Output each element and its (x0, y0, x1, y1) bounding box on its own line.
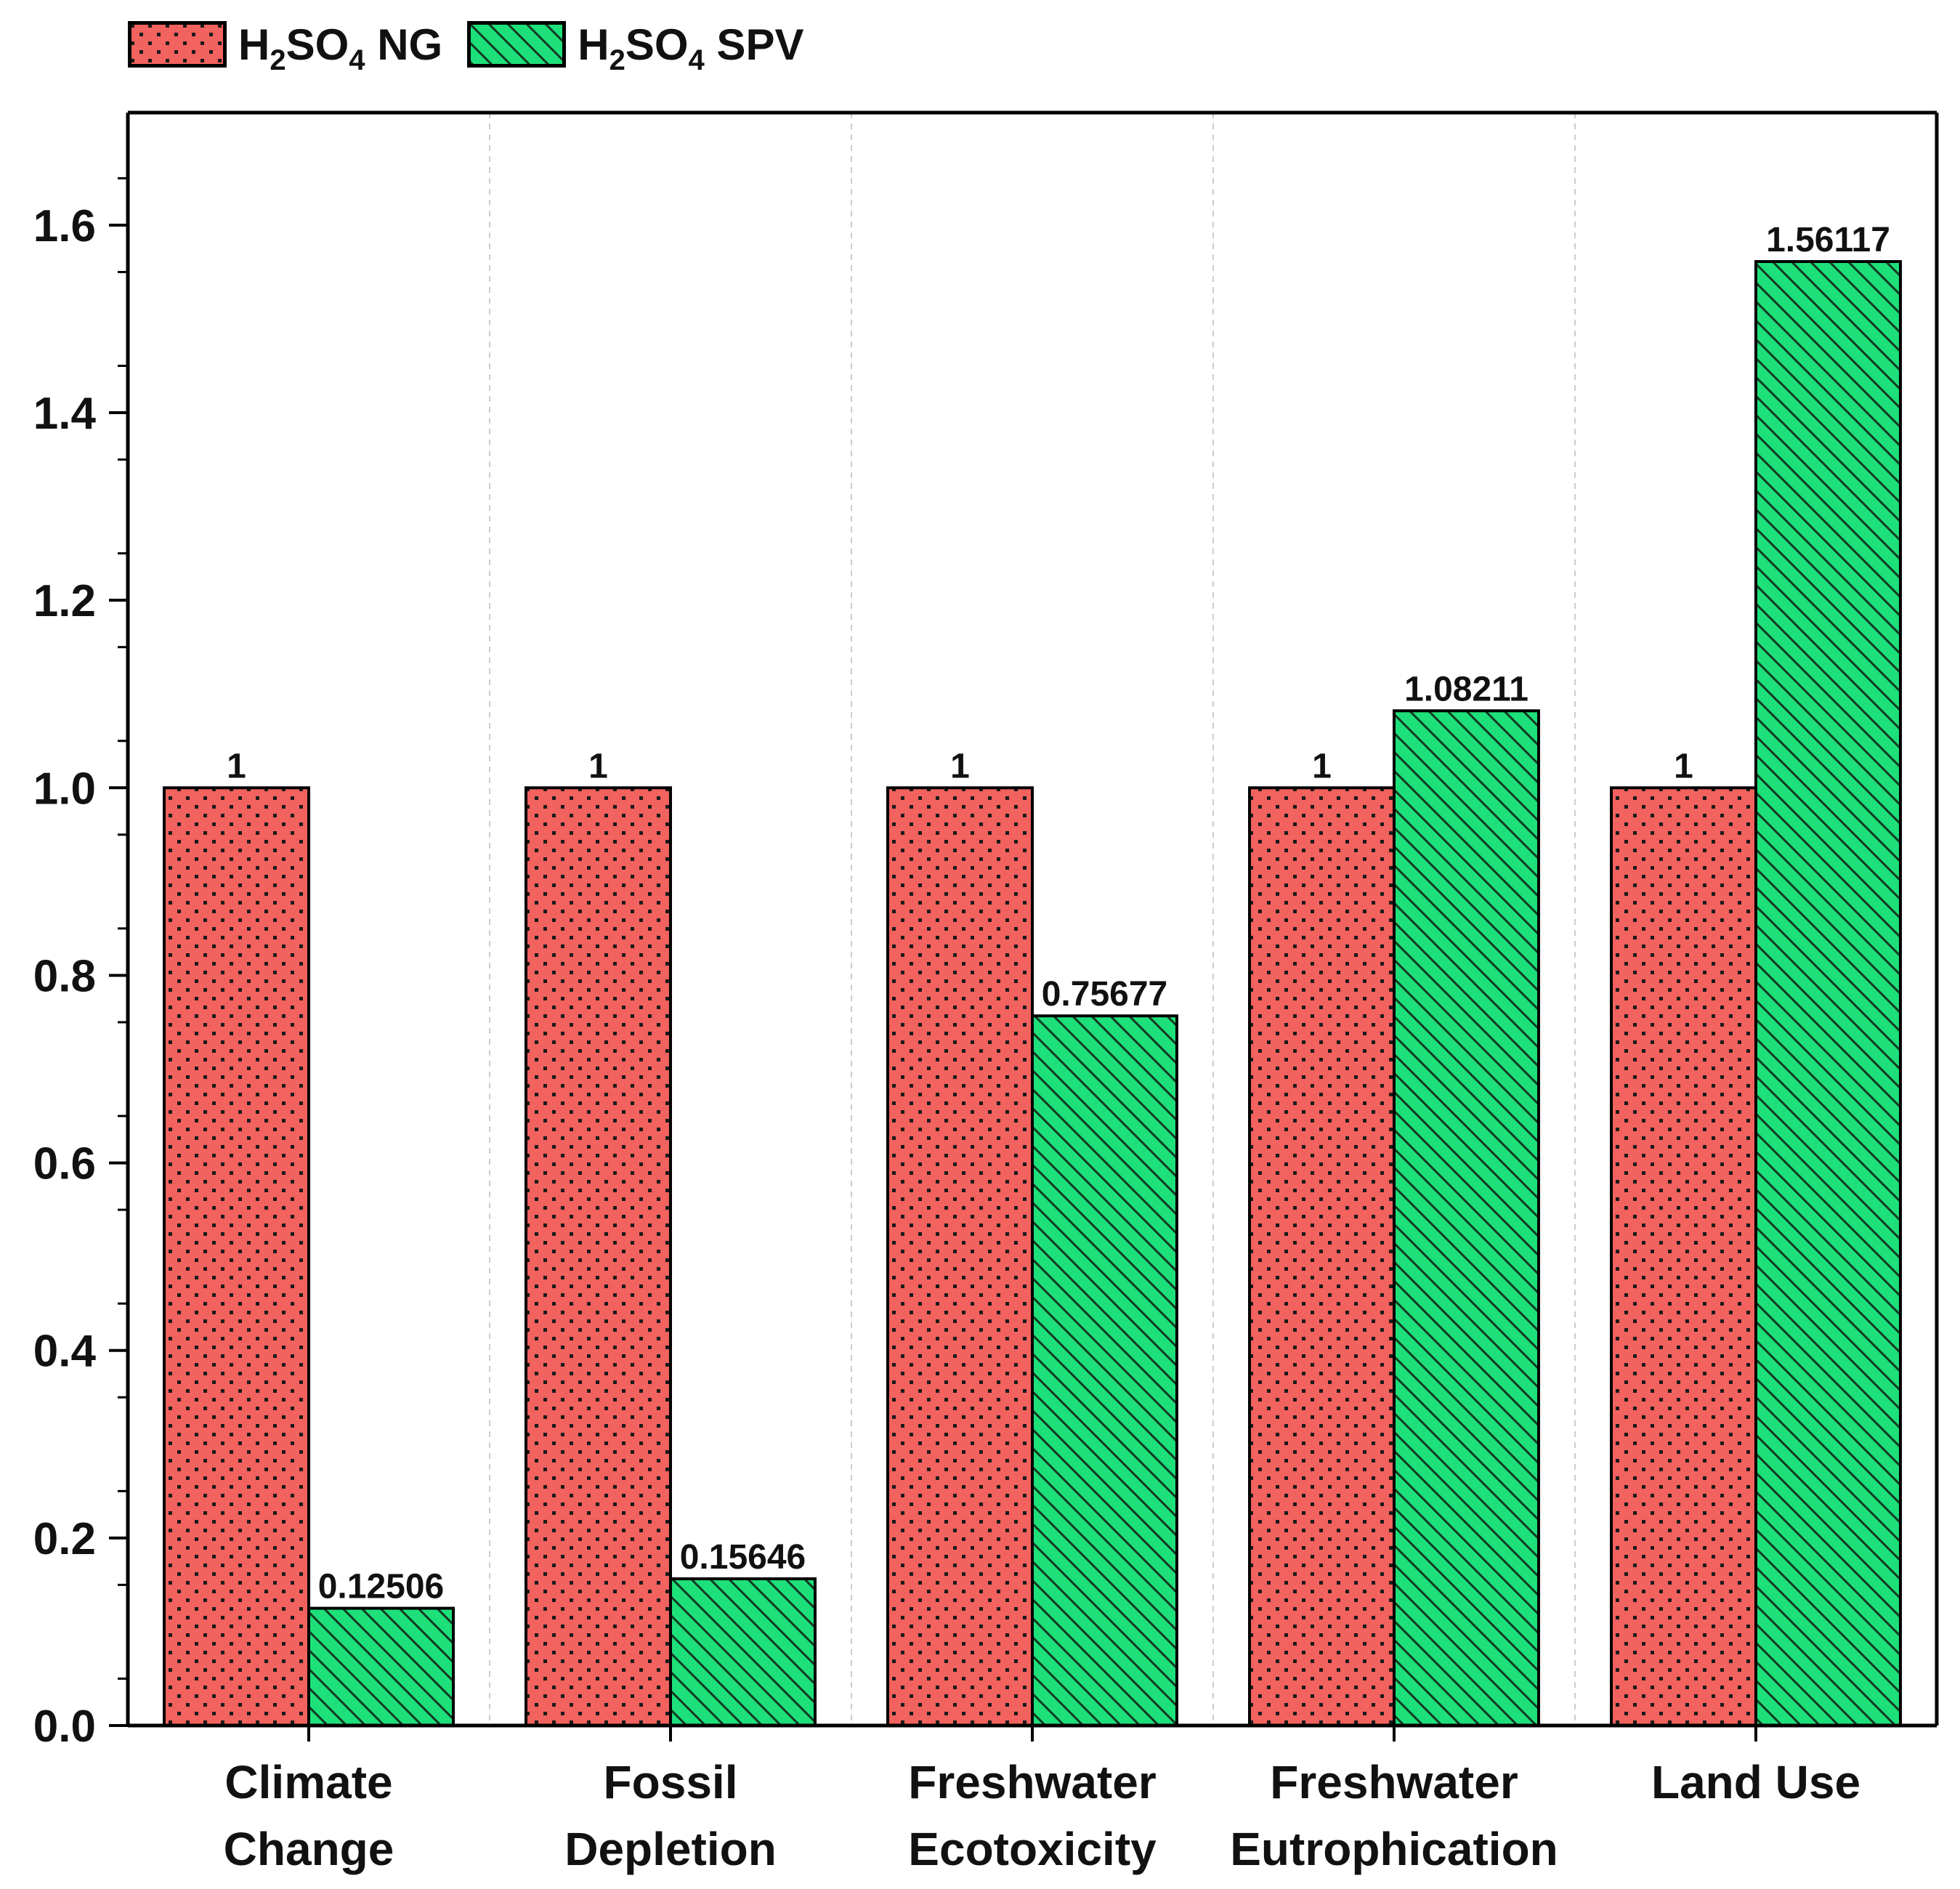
y-tick-label: 0.2 (33, 1514, 96, 1564)
y-tick-label: 0.6 (33, 1139, 96, 1189)
bar-ng (886, 786, 1034, 1727)
y-tick-label: 0.0 (33, 1702, 96, 1752)
data-label: 1.56117 (1766, 221, 1890, 259)
bars (163, 260, 1902, 1728)
legend-swatch-spv (467, 21, 567, 68)
y-tick-label: 0.4 (33, 1327, 97, 1377)
legend-item-ng: H 2 SO 4 NG (128, 20, 443, 76)
x-tick-label: Ecotoxicity (908, 1823, 1157, 1875)
bar-spv (1031, 1014, 1178, 1728)
bar-spv (1754, 260, 1902, 1728)
legend: H 2 SO 4 NG H 2 SO 4 SPV (128, 17, 829, 76)
y-tick-label: 1.4 (33, 389, 97, 439)
x-tick-label: Freshwater (1270, 1756, 1518, 1808)
data-label: 1 (1312, 747, 1332, 785)
x-tick-label: Freshwater (908, 1756, 1156, 1808)
x-tick-label: Eutrophication (1230, 1823, 1558, 1875)
legend-label-ng: H 2 SO 4 NG (238, 20, 443, 76)
data-label: 0.12506 (318, 1568, 445, 1606)
data-label: 1 (1674, 747, 1693, 785)
legend-swatch-ng (128, 21, 227, 68)
axes: Climate Change Fossil Depletion Freshwater Ec… (33, 110, 1939, 1875)
bar-ng (525, 786, 672, 1727)
data-labels: 1 0.12506 1 0.15646 1 0.75677 1 1.08211 1 1.56117 (227, 221, 1890, 1606)
bar-spv (1393, 709, 1540, 1727)
grid-lines (489, 113, 1576, 1726)
y-tick-label: 0.8 (33, 951, 96, 1001)
bar-ng (1610, 786, 1757, 1727)
legend-label-spv: H 2 SO 4 SPV (578, 20, 804, 76)
legend-item-spv: H 2 SO 4 SPV (467, 20, 804, 76)
data-label: 1 (227, 747, 246, 785)
x-tick-label: Climate (224, 1756, 392, 1808)
bar-spv (669, 1577, 817, 1727)
data-label: 0.15646 (680, 1538, 806, 1577)
data-label: 1 (950, 747, 970, 785)
y-tick-label: 1.2 (33, 576, 96, 626)
bar-ng (1248, 786, 1396, 1727)
x-tick-label: Land Use (1651, 1756, 1860, 1808)
data-label: 1.08211 (1404, 670, 1528, 708)
x-tick-label: Depletion (564, 1823, 777, 1875)
bar-ng (163, 786, 310, 1727)
data-label: 1 (588, 747, 608, 785)
bar-spv (307, 1606, 455, 1728)
y-tick-label: 1.0 (33, 764, 96, 814)
data-label: 0.75677 (1042, 975, 1168, 1014)
x-tick-label: Fossil (604, 1756, 738, 1808)
x-tick-label: Change (224, 1823, 394, 1875)
y-tick-label: 1.6 (33, 201, 96, 251)
